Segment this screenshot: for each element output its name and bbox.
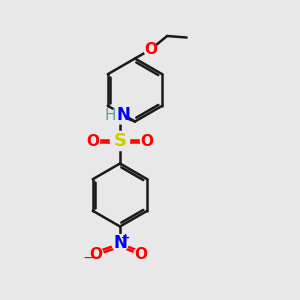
Circle shape <box>86 134 100 148</box>
Circle shape <box>140 134 154 148</box>
Circle shape <box>112 235 128 251</box>
Circle shape <box>89 247 103 262</box>
Text: O: O <box>144 42 157 57</box>
Circle shape <box>110 131 130 151</box>
Text: S: S <box>113 132 127 150</box>
Text: +: + <box>122 232 130 243</box>
Circle shape <box>144 43 157 56</box>
Text: O: O <box>134 247 148 262</box>
Text: O: O <box>140 134 154 148</box>
Text: N: N <box>116 106 130 124</box>
Text: O: O <box>89 247 103 262</box>
Text: −: − <box>83 250 94 264</box>
Circle shape <box>134 247 148 262</box>
Circle shape <box>112 107 128 124</box>
Text: H: H <box>105 108 116 123</box>
Text: N: N <box>113 234 127 252</box>
Text: O: O <box>86 134 100 148</box>
